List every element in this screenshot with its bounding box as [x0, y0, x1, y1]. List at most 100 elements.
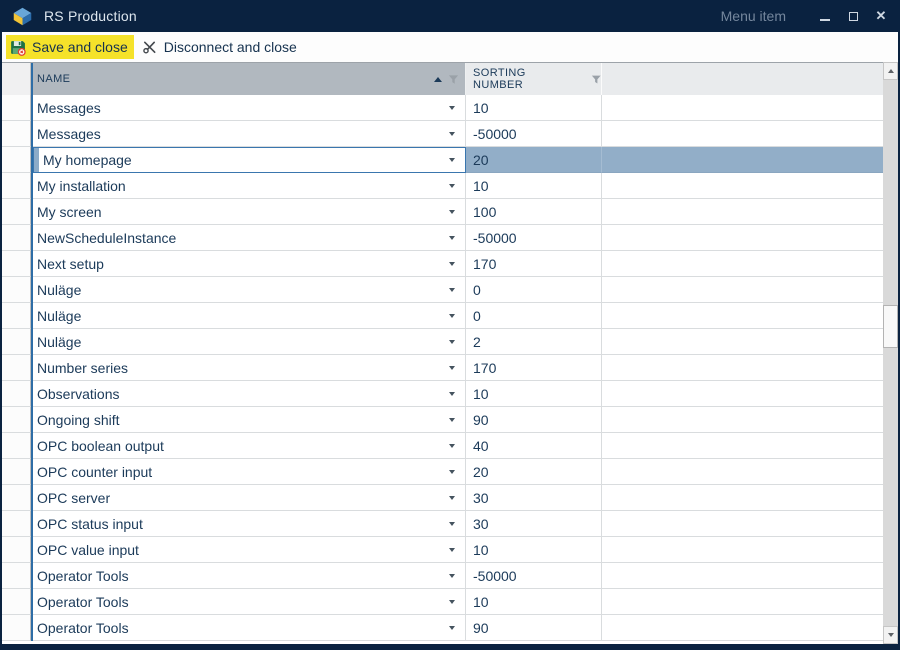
- save-and-close-button[interactable]: Save and close: [6, 35, 134, 59]
- name-cell[interactable]: Operator Tools: [33, 615, 466, 641]
- empty-cell[interactable]: [602, 303, 883, 329]
- row-selector-cell[interactable]: [2, 277, 31, 303]
- name-cell[interactable]: Nuläge: [33, 303, 466, 329]
- empty-cell[interactable]: [602, 511, 883, 537]
- table-row[interactable]: Number series 170: [2, 355, 883, 381]
- sorting-number-cell[interactable]: 10: [466, 537, 602, 563]
- row-selector-cell[interactable]: [2, 95, 31, 121]
- chevron-down-icon[interactable]: [449, 417, 455, 422]
- chevron-down-icon[interactable]: [449, 547, 455, 552]
- name-cell[interactable]: Operator Tools: [33, 563, 466, 589]
- name-cell[interactable]: Observations: [33, 381, 466, 407]
- sorting-number-cell[interactable]: -50000: [466, 563, 602, 589]
- scrollbar-thumb[interactable]: [883, 305, 898, 348]
- name-cell[interactable]: My installation: [33, 173, 466, 199]
- table-row[interactable]: OPC boolean output 40: [2, 433, 883, 459]
- filter-icon[interactable]: [591, 74, 602, 85]
- sorting-number-cell[interactable]: 90: [466, 615, 602, 641]
- sorting-number-cell[interactable]: -50000: [466, 225, 602, 251]
- empty-cell[interactable]: [602, 225, 883, 251]
- column-header-name[interactable]: NAME: [33, 63, 466, 95]
- table-row[interactable]: NewScheduleInstance -50000: [2, 225, 883, 251]
- sorting-number-cell[interactable]: 2: [466, 329, 602, 355]
- name-cell[interactable]: Number series: [33, 355, 466, 381]
- row-selector-cell[interactable]: [2, 199, 31, 225]
- sorting-number-cell[interactable]: 30: [466, 485, 602, 511]
- empty-cell[interactable]: [602, 615, 883, 641]
- empty-cell[interactable]: [602, 95, 883, 121]
- name-cell[interactable]: My homepage: [33, 147, 466, 173]
- chevron-down-icon[interactable]: [449, 365, 455, 370]
- empty-cell[interactable]: [602, 381, 883, 407]
- scroll-up-button[interactable]: [883, 62, 898, 80]
- table-row[interactable]: My screen 100: [2, 199, 883, 225]
- chevron-down-icon[interactable]: [449, 495, 455, 500]
- header-corner-cell[interactable]: [2, 63, 31, 95]
- table-row[interactable]: Ongoing shift 90: [2, 407, 883, 433]
- empty-cell[interactable]: [602, 147, 883, 173]
- name-cell[interactable]: OPC boolean output: [33, 433, 466, 459]
- row-selector-cell[interactable]: [2, 355, 31, 381]
- chevron-down-icon[interactable]: [449, 443, 455, 448]
- chevron-down-icon[interactable]: [449, 183, 455, 188]
- maximize-button[interactable]: [842, 5, 864, 27]
- empty-cell[interactable]: [602, 563, 883, 589]
- name-cell[interactable]: Ongoing shift: [33, 407, 466, 433]
- chevron-down-icon[interactable]: [449, 131, 455, 136]
- empty-cell[interactable]: [602, 433, 883, 459]
- row-selector-cell[interactable]: [2, 407, 31, 433]
- sorting-number-cell[interactable]: 10: [466, 173, 602, 199]
- disconnect-and-close-button[interactable]: Disconnect and close: [138, 35, 303, 59]
- sorting-number-cell[interactable]: 90: [466, 407, 602, 433]
- name-cell[interactable]: Messages: [33, 95, 466, 121]
- row-selector-cell[interactable]: [2, 485, 31, 511]
- table-row[interactable]: OPC status input 30: [2, 511, 883, 537]
- row-selector-cell[interactable]: [2, 147, 31, 173]
- row-selector-cell[interactable]: [2, 121, 31, 147]
- filter-icon[interactable]: [448, 74, 459, 85]
- row-selector-cell[interactable]: [2, 563, 31, 589]
- table-row[interactable]: Operator Tools 90: [2, 615, 883, 641]
- name-cell[interactable]: OPC value input: [33, 537, 466, 563]
- chevron-down-icon[interactable]: [449, 235, 455, 240]
- empty-cell[interactable]: [602, 277, 883, 303]
- sorting-number-cell[interactable]: 40: [466, 433, 602, 459]
- row-selector-cell[interactable]: [2, 615, 31, 641]
- empty-cell[interactable]: [602, 251, 883, 277]
- column-header-sorting-number[interactable]: SORTING NUMBER: [466, 63, 602, 95]
- row-selector-cell[interactable]: [2, 537, 31, 563]
- empty-cell[interactable]: [602, 459, 883, 485]
- chevron-down-icon[interactable]: [449, 105, 455, 110]
- row-selector-cell[interactable]: [2, 225, 31, 251]
- sorting-number-cell[interactable]: 10: [466, 95, 602, 121]
- chevron-down-icon[interactable]: [449, 625, 455, 630]
- row-selector-cell[interactable]: [2, 459, 31, 485]
- table-row[interactable]: OPC server 30: [2, 485, 883, 511]
- vertical-scrollbar[interactable]: [883, 62, 898, 644]
- sorting-number-cell[interactable]: 100: [466, 199, 602, 225]
- sort-ascending-icon[interactable]: [434, 76, 442, 82]
- chevron-down-icon[interactable]: [449, 287, 455, 292]
- chevron-down-icon[interactable]: [449, 158, 455, 162]
- name-cell[interactable]: OPC counter input: [33, 459, 466, 485]
- table-row[interactable]: My installation 10: [2, 173, 883, 199]
- sorting-number-cell[interactable]: -50000: [466, 121, 602, 147]
- name-cell[interactable]: OPC status input: [33, 511, 466, 537]
- name-cell[interactable]: Messages: [33, 121, 466, 147]
- table-row[interactable]: OPC counter input 20: [2, 459, 883, 485]
- table-row[interactable]: Nuläge 0: [2, 277, 883, 303]
- empty-cell[interactable]: [602, 121, 883, 147]
- row-selector-cell[interactable]: [2, 251, 31, 277]
- menu-item[interactable]: Menu item: [720, 8, 786, 24]
- name-cell[interactable]: NewScheduleInstance: [33, 225, 466, 251]
- sorting-number-cell[interactable]: 20: [466, 459, 602, 485]
- row-selector-cell[interactable]: [2, 589, 31, 615]
- sorting-number-cell[interactable]: 10: [466, 381, 602, 407]
- empty-cell[interactable]: [602, 199, 883, 225]
- minimize-button[interactable]: [814, 5, 836, 27]
- name-cell[interactable]: Operator Tools: [33, 589, 466, 615]
- row-selector-cell[interactable]: [2, 433, 31, 459]
- table-row[interactable]: Nuläge 0: [2, 303, 883, 329]
- sorting-number-cell[interactable]: 170: [466, 355, 602, 381]
- table-row[interactable]: Operator Tools -50000: [2, 563, 883, 589]
